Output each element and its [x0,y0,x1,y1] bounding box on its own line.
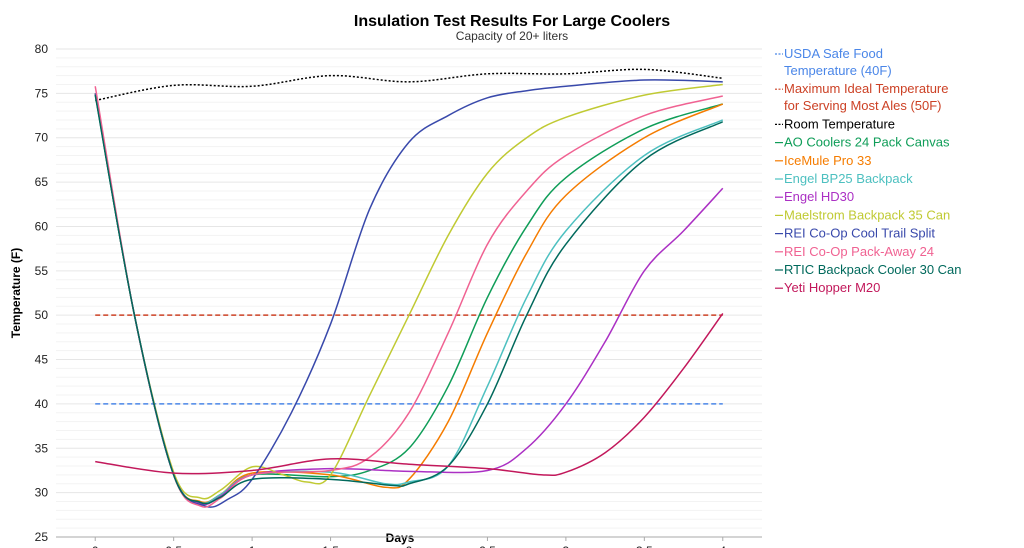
legend-item-engel-bp25-backpack: Engel BP25 Backpack [775,171,913,186]
legend-label: AO Coolers 24 Pack Canvas [784,135,950,150]
legend-label: REI Co-Op Pack-Away 24 [784,244,934,259]
x-tick-label: 0.5 [165,544,182,548]
y-tick-label: 55 [35,264,49,278]
series-line-yeti-hopper-m20 [95,312,724,477]
legend-item-rei-co-op-cool-trail-split: REI Co-Op Cool Trail Split [775,226,935,241]
legend-item-rtic-backpack-cooler-30-can: RTIC Backpack Cooler 30 Can [775,262,962,277]
legend-label: Engel BP25 Backpack [784,171,913,186]
y-tick-label: 40 [35,397,49,411]
legend-label: Temperature (40F) [784,63,892,78]
y-tick-label: 45 [35,353,49,367]
legend-label: Maelstrom Backpack 35 Can [784,207,950,222]
legend-label: Room Temperature [784,116,895,131]
legend-item-ao-coolers-24-pack-canvas: AO Coolers 24 Pack Canvas [775,135,950,150]
legend-item-rei-co-op-pack-away-24: REI Co-Op Pack-Away 24 [775,244,934,259]
y-tick-label: 35 [35,441,49,455]
chart-subtitle: Capacity of 20+ liters [456,29,568,43]
legend-item-maximum-ideal-temperature-for-serving-most-ales-50f: Maximum Ideal Temperature for Serving Mos… [775,81,949,113]
legend-item-engel-hd30: Engel HD30 [775,189,854,204]
legend-label: USDA Safe Food [784,46,883,61]
x-tick-label: 3 [563,544,570,548]
x-tick-label: 1 [249,544,256,548]
legend-label: RTIC Backpack Cooler 30 Can [784,262,962,277]
y-tick-label: 25 [35,530,49,544]
legend-label: Yeti Hopper M20 [784,280,880,295]
y-tick-label: 50 [35,308,49,322]
legend-item-maelstrom-backpack-35-can: Maelstrom Backpack 35 Can [775,207,950,222]
x-tick-label: 1.5 [322,544,339,548]
y-axis-label: Temperature (F) [9,248,23,338]
chart-title: Insulation Test Results For Large Cooler… [354,13,670,30]
x-tick-label: 2 [406,544,413,548]
y-tick-label: 60 [35,219,49,233]
x-tick-label: 0 [92,544,99,548]
y-tick-label: 65 [35,175,49,189]
legend-label: REI Co-Op Cool Trail Split [784,226,935,241]
series-line-rei-co-op-cool-trail-split [94,79,723,508]
legend-label: Maximum Ideal Temperature [784,81,949,96]
x-tick-label: 3.5 [636,544,653,548]
series-line-rtic-backpack-cooler-30-can [94,95,724,505]
y-tick-label: 75 [35,86,49,100]
x-tick-label: 2.5 [479,544,496,548]
legend-item-usda-safe-food-temperature-40f: USDA Safe Food Temperature (40F) [775,46,892,78]
legend-item-yeti-hopper-m20: Yeti Hopper M20 [775,280,880,295]
y-tick-label: 30 [35,486,49,500]
series-line-room-temperature [95,68,723,102]
legend-label: Engel HD30 [784,189,854,204]
legend-item-room-temperature: Room Temperature [775,116,895,131]
legend-label: for Serving Most Ales (50F) [784,98,942,113]
y-tick-label: 80 [35,42,49,56]
legend-label: IceMule Pro 33 [784,153,871,168]
y-tick-label: 70 [35,131,49,145]
legend-item-icemule-pro-33: IceMule Pro 33 [775,153,871,168]
x-tick-label: 4 [719,544,726,548]
x-axis-label: Days [386,531,415,545]
